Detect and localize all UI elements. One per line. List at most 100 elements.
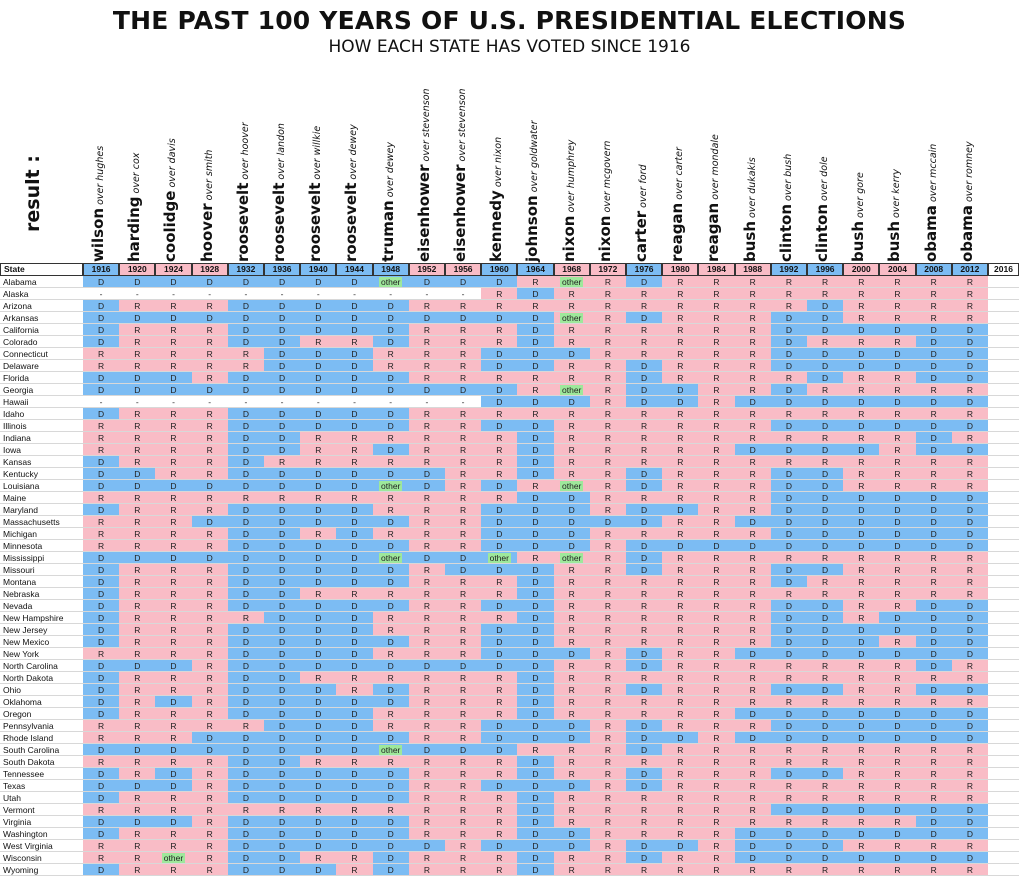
result-cell: D: [517, 780, 554, 792]
result-cell: R: [119, 528, 156, 540]
result-cell: R: [843, 372, 880, 384]
result-cell: R: [770, 816, 807, 828]
result-cell: R: [662, 636, 699, 648]
result-cell: D: [517, 708, 554, 720]
result-cell: D: [336, 528, 373, 540]
result-cell: R: [408, 828, 445, 840]
result-cell: R: [915, 480, 952, 492]
result-cell: D: [662, 396, 699, 408]
result-cell: [988, 708, 1019, 720]
year-header: 2000: [843, 263, 880, 276]
result-cell: D: [915, 336, 952, 348]
result-cell: -: [227, 396, 264, 408]
result-cell: D: [951, 492, 988, 504]
result-cell: R: [481, 444, 518, 456]
result-cell: R: [589, 696, 626, 708]
result-cell: D: [951, 804, 988, 816]
result-cell: R: [662, 780, 699, 792]
result-cell: D: [336, 612, 373, 624]
result-cell: D: [807, 516, 844, 528]
result-cell: [988, 648, 1019, 660]
result-cell: D: [227, 312, 264, 324]
row-divider: [0, 671, 1019, 672]
result-cell: R: [734, 792, 771, 804]
result-cell: D: [770, 852, 807, 864]
result-cell: R: [191, 804, 228, 816]
result-cell: D: [626, 780, 663, 792]
result-cell: -: [372, 396, 409, 408]
result-cell: R: [191, 648, 228, 660]
opponent-name: over kerry: [891, 168, 903, 221]
result-cell: R: [553, 636, 590, 648]
result-cell: D: [336, 300, 373, 312]
result-cell: other: [481, 552, 518, 564]
result-cell: R: [83, 852, 120, 864]
result-cell: D: [372, 384, 409, 396]
result-cell: D: [155, 372, 192, 384]
result-cell: D: [807, 396, 844, 408]
result-cell: D: [300, 372, 337, 384]
result-cell: R: [445, 672, 482, 684]
result-cell: D: [843, 732, 880, 744]
result-cell: R: [662, 804, 699, 816]
state-label: Vermont: [3, 805, 35, 815]
result-cell: R: [662, 312, 699, 324]
result-label: result :: [22, 155, 44, 232]
result-cell: R: [191, 756, 228, 768]
result-cell: R: [951, 588, 988, 600]
result-cell: D: [843, 396, 880, 408]
result-cell: R: [879, 372, 916, 384]
result-cell: R: [191, 432, 228, 444]
result-cell: D: [300, 660, 337, 672]
result-cell: D: [553, 828, 590, 840]
result-cell: D: [264, 780, 301, 792]
year-header: 1996: [807, 263, 844, 276]
result-cell: R: [408, 696, 445, 708]
result-cell: D: [626, 852, 663, 864]
result-cell: R: [807, 456, 844, 468]
result-cell: D: [83, 312, 120, 324]
result-cell: D: [517, 468, 554, 480]
result-cell: D: [336, 624, 373, 636]
result-cell: D: [227, 780, 264, 792]
result-cell: D: [227, 444, 264, 456]
result-cell: D: [553, 840, 590, 852]
result-cell: R: [372, 612, 409, 624]
result-cell: D: [915, 396, 952, 408]
result-cell: R: [83, 432, 120, 444]
result-cell: R: [698, 864, 735, 876]
result-cell: D: [264, 300, 301, 312]
result-cell: D: [843, 720, 880, 732]
result-cell: R: [119, 456, 156, 468]
result-cell: D: [915, 732, 952, 744]
result-cell: R: [662, 564, 699, 576]
state-label: Illinois: [3, 421, 27, 431]
result-cell: D: [408, 276, 445, 288]
result-cell: R: [770, 672, 807, 684]
result-cell: D: [951, 396, 988, 408]
result-cell: D: [807, 684, 844, 696]
result-cell: D: [807, 360, 844, 372]
result-cell: D: [843, 444, 880, 456]
result-cell: D: [879, 516, 916, 528]
result-cell: D: [481, 636, 518, 648]
result-cell: R: [843, 288, 880, 300]
result-cell: R: [445, 348, 482, 360]
result-cell: R: [589, 576, 626, 588]
result-cell: D: [879, 708, 916, 720]
result-cell: [988, 492, 1019, 504]
result-cell: R: [589, 804, 626, 816]
winner-name: reagan: [704, 202, 723, 262]
result-cell: D: [336, 516, 373, 528]
result-cell: D: [517, 792, 554, 804]
result-cell: D: [517, 684, 554, 696]
result-cell: R: [553, 804, 590, 816]
result-cell: R: [119, 840, 156, 852]
result-cell: R: [445, 732, 482, 744]
result-cell: D: [119, 480, 156, 492]
result-cell: D: [83, 828, 120, 840]
result-cell: R: [589, 600, 626, 612]
result-cell: R: [191, 660, 228, 672]
result-cell: D: [372, 696, 409, 708]
result-cell: R: [336, 684, 373, 696]
